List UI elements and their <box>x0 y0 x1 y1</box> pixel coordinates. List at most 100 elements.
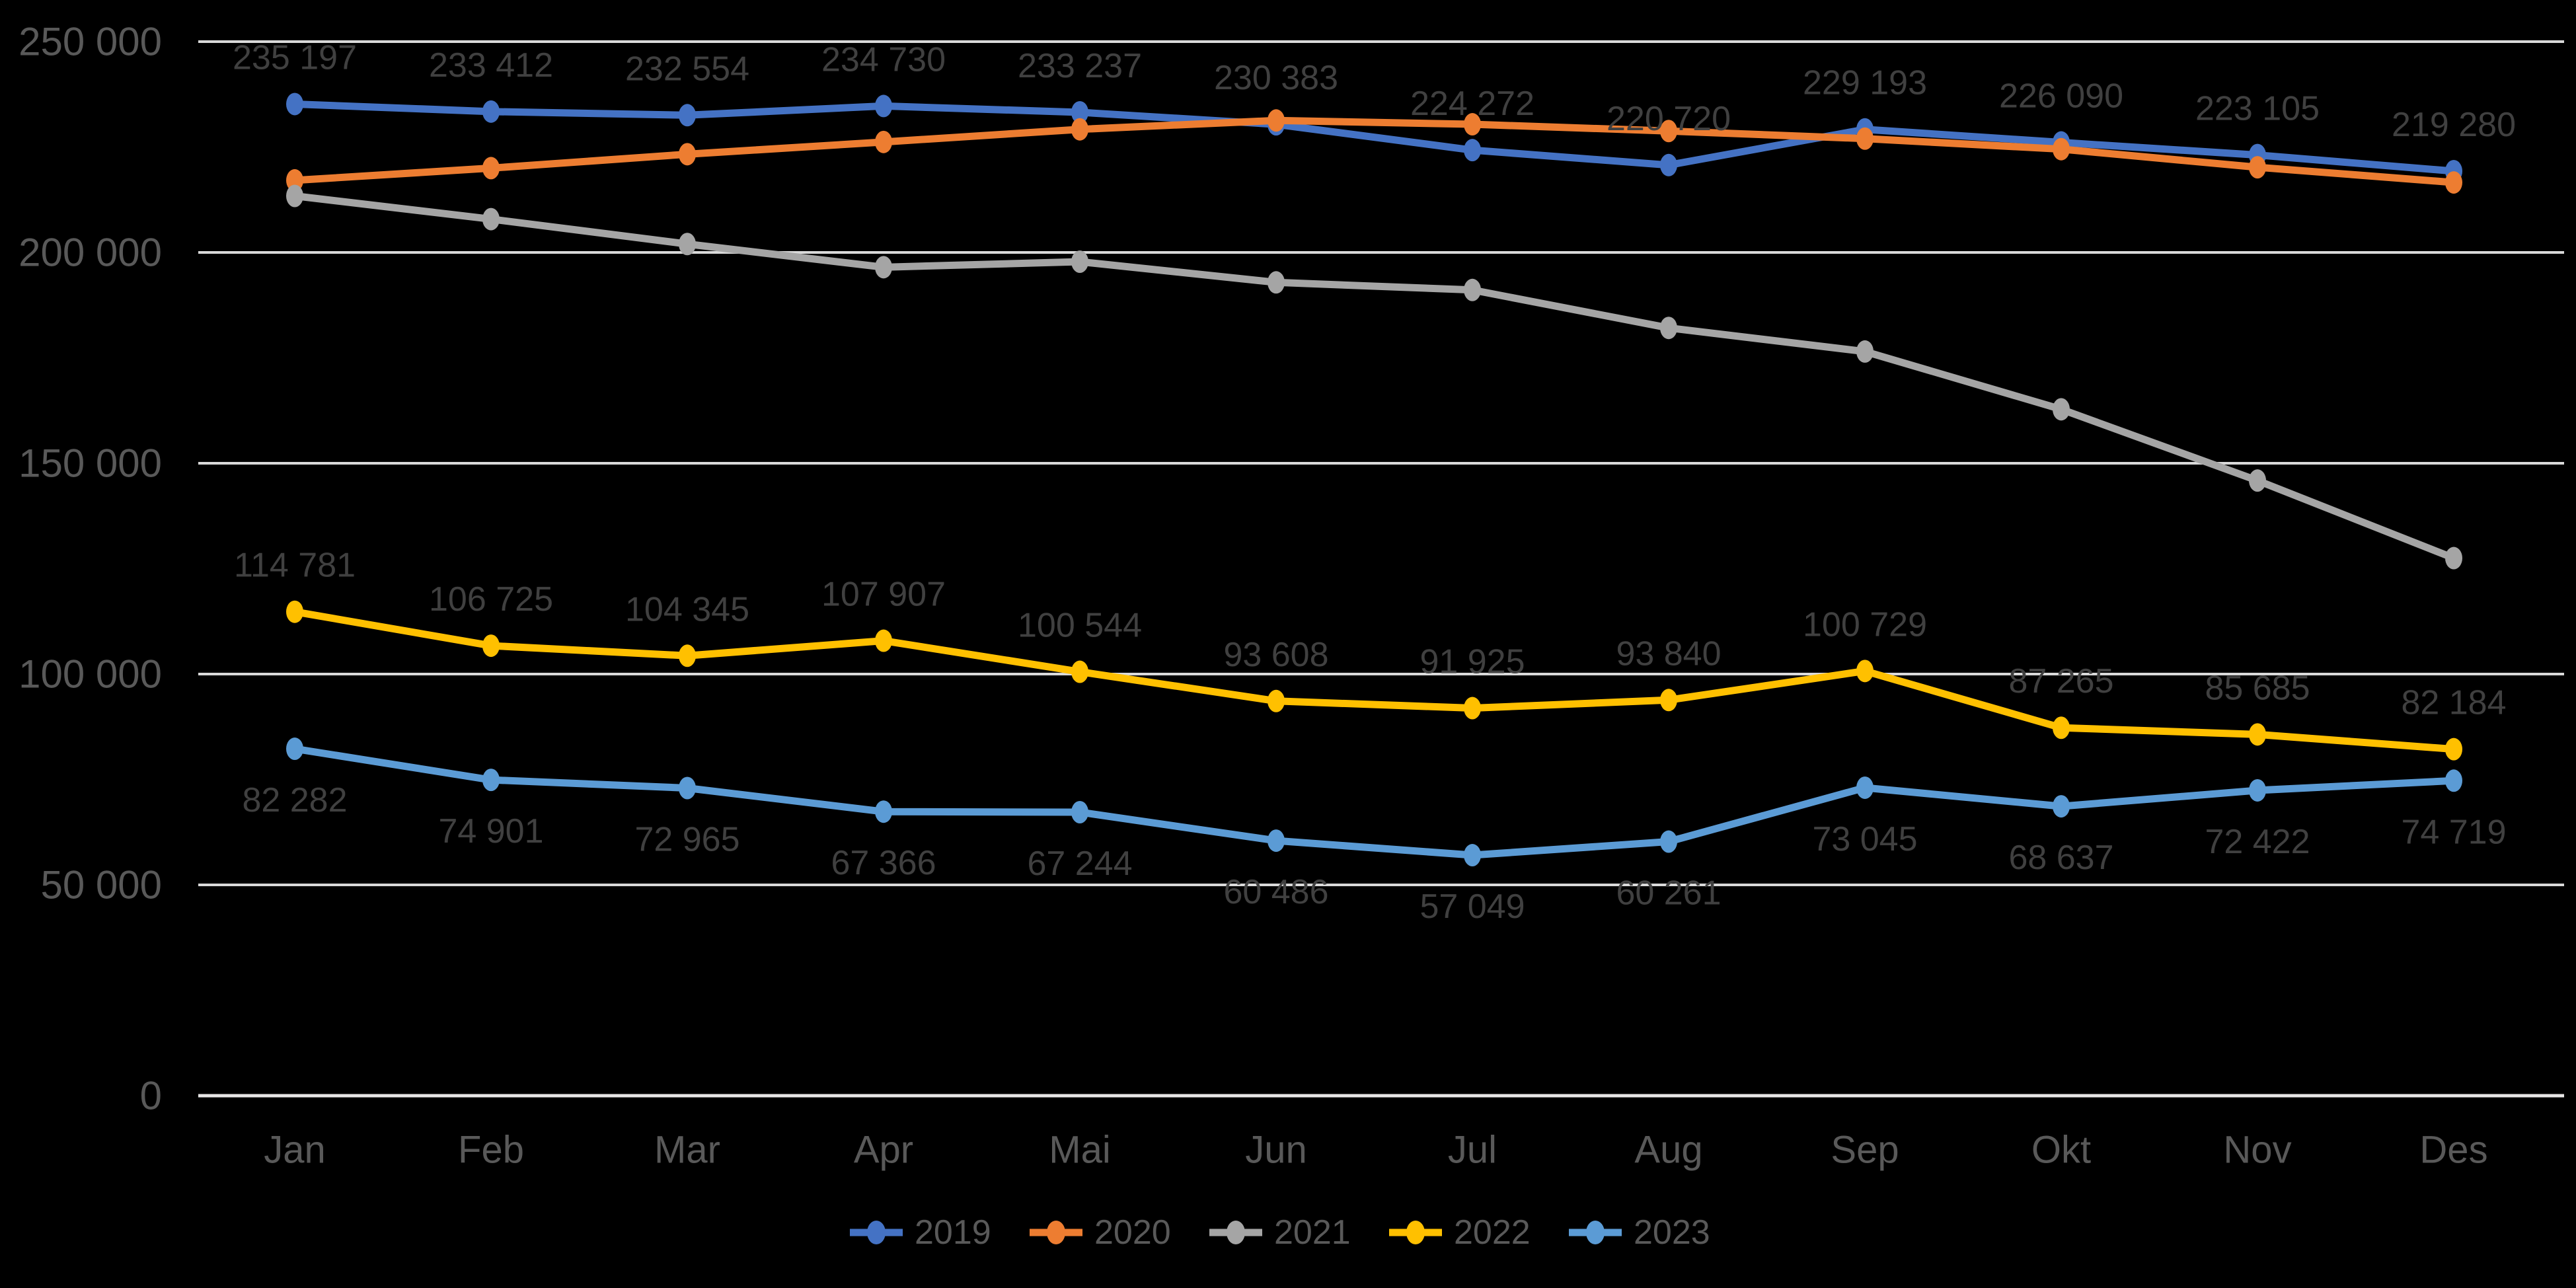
y-axis-tick-label: 100 000 <box>19 652 162 697</box>
data-label-2022-apr: 107 907 <box>821 576 946 614</box>
series-marker-2021-mai <box>1071 250 1088 274</box>
series-marker-2023-nov <box>2249 778 2266 802</box>
series-marker-2020-feb <box>482 157 500 180</box>
series-marker-2023-des <box>2445 769 2462 792</box>
series-marker-2020-jan <box>286 169 303 192</box>
series-marker-2023-apr <box>875 800 892 823</box>
series-marker-2021-aug <box>1660 317 1677 340</box>
series-marker-2023-aug <box>1660 830 1677 853</box>
data-label-2023-sep: 73 045 <box>1812 820 1917 858</box>
y-axis-tick-label: 150 000 <box>19 441 162 486</box>
series-marker-2021-mar <box>679 233 696 256</box>
series-line-2023 <box>291 745 2458 859</box>
data-label-2022-okt: 87 265 <box>2008 662 2113 701</box>
data-label-2023-mai: 67 244 <box>1027 845 1132 883</box>
series-marker-2021-jun <box>1268 271 1285 294</box>
series-marker-2023-feb <box>482 769 500 792</box>
series-marker-2019-jan <box>286 93 303 116</box>
y-axis-tick-label: 0 <box>140 1074 162 1118</box>
data-label-2023-des: 74 719 <box>2401 813 2506 851</box>
series-marker-2020-jun <box>1268 109 1285 132</box>
series-marker-2022-jan <box>286 600 303 623</box>
data-label-2019-aug: 220 720 <box>1607 100 1731 138</box>
legend-item-2023: 2023 <box>1634 1213 1710 1252</box>
data-label-2022-jan: 114 781 <box>234 547 356 585</box>
series-marker-2020-okt <box>2053 137 2070 161</box>
series-marker-2023-okt <box>2053 795 2070 818</box>
data-label-2022-mar: 104 345 <box>625 590 749 628</box>
series-marker-2019-mai <box>1071 100 1088 124</box>
series-marker-2020-apr <box>875 130 892 153</box>
series-marker-2019-apr <box>875 95 892 118</box>
data-label-2023-okt: 68 637 <box>2008 839 2113 877</box>
x-axis-label-mar: Mar <box>654 1129 720 1172</box>
legend-marker-2023 <box>1586 1221 1605 1244</box>
data-label-2019-feb: 233 412 <box>429 46 553 85</box>
x-axis-label-mai: Mai <box>1049 1129 1110 1172</box>
x-axis-label-apr: Apr <box>854 1129 913 1172</box>
data-label-2022-jul: 91 925 <box>1420 643 1525 681</box>
legend-marker-2021 <box>1227 1221 1245 1244</box>
x-axis-label-des: Des <box>2419 1129 2487 1172</box>
series-marker-2022-jun <box>1268 689 1285 712</box>
y-axis-tick-label: 50 000 <box>40 863 162 907</box>
data-label-2019-nov: 223 105 <box>2195 90 2320 128</box>
legend-item-2020: 2020 <box>1094 1213 1171 1252</box>
series-line-2021 <box>291 192 2458 562</box>
data-label-2022-des: 82 184 <box>2401 684 2506 722</box>
data-label-2019-des: 219 280 <box>2392 106 2516 144</box>
series-marker-2020-des <box>2445 171 2462 194</box>
series-marker-2022-mai <box>1071 660 1088 683</box>
data-label-2022-feb: 106 725 <box>429 580 553 619</box>
series-line-2022 <box>291 608 2458 753</box>
data-label-2019-apr: 234 730 <box>821 40 946 79</box>
series-marker-2021-sep <box>1856 340 1874 363</box>
series-marker-2021-feb <box>482 208 500 231</box>
x-axis-label-jun: Jun <box>1245 1129 1307 1172</box>
series-marker-2022-jul <box>1464 697 1481 720</box>
series-marker-2023-sep <box>1856 776 1874 799</box>
x-axis-label-sep: Sep <box>1831 1129 1899 1172</box>
data-label-2019-okt: 226 090 <box>1999 77 2123 116</box>
data-label-2023-jun: 60 486 <box>1223 873 1328 911</box>
series-marker-2019-mar <box>679 104 696 127</box>
data-label-2023-feb: 74 901 <box>438 812 543 851</box>
y-axis-tick-label: 200 000 <box>19 231 162 275</box>
series-marker-2021-okt <box>2053 398 2070 421</box>
series-marker-2020-jul <box>1464 113 1481 136</box>
series-marker-2023-jul <box>1464 844 1481 867</box>
data-label-2023-mar: 72 965 <box>634 820 739 858</box>
series-marker-2019-feb <box>482 100 500 123</box>
series-marker-2022-apr <box>875 629 892 652</box>
data-label-2019-jun: 230 383 <box>1214 59 1338 97</box>
legend-item-2022: 2022 <box>1454 1213 1531 1252</box>
series-line-2020 <box>291 116 2458 186</box>
data-label-2023-nov: 72 422 <box>2205 823 2310 861</box>
legend-item-2019: 2019 <box>915 1213 991 1252</box>
data-label-2019-jul: 224 272 <box>1410 85 1534 123</box>
x-axis-label-aug: Aug <box>1634 1129 1702 1172</box>
series-marker-2019-aug <box>1660 153 1677 176</box>
series-marker-2022-nov <box>2249 723 2266 746</box>
series-marker-2022-mar <box>679 644 696 667</box>
series-marker-2022-sep <box>1856 660 1874 683</box>
series-marker-2021-nov <box>2249 469 2266 492</box>
series-marker-2019-jul <box>1464 139 1481 162</box>
legend-marker-2020 <box>1047 1221 1065 1244</box>
series-marker-2023-mai <box>1071 800 1088 823</box>
series-marker-2020-sep <box>1856 127 1874 150</box>
data-label-2023-apr: 67 366 <box>831 844 936 882</box>
data-label-2023-jan: 82 282 <box>242 781 347 819</box>
series-marker-2022-aug <box>1660 689 1677 712</box>
data-label-2022-aug: 93 840 <box>1616 634 1721 673</box>
series-marker-2023-jun <box>1268 829 1285 852</box>
series-marker-2020-aug <box>1660 120 1677 143</box>
x-axis-label-jan: Jan <box>264 1129 326 1172</box>
series-marker-2021-des <box>2445 547 2462 570</box>
series-marker-2020-nov <box>2249 156 2266 179</box>
legend-marker-2019 <box>867 1221 886 1244</box>
x-axis-label-okt: Okt <box>2031 1129 2091 1172</box>
data-label-2022-nov: 85 685 <box>2205 669 2310 707</box>
